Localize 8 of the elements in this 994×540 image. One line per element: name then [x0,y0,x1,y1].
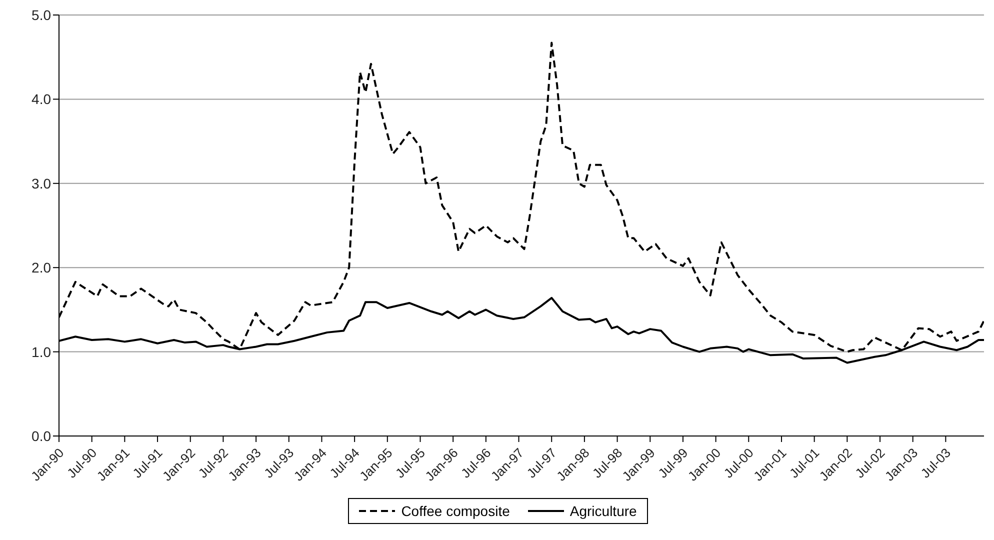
y-tick-label: 2.0 [32,260,52,276]
y-tick-label: 0.0 [32,428,52,444]
y-tick-label: 1.0 [32,344,52,360]
legend-label: Agriculture [570,503,637,519]
y-tick-label: 3.0 [32,175,52,192]
y-tick-label: 4.0 [32,91,52,108]
y-tick-label: 5.0 [32,6,52,23]
legend-label: Coffee composite [401,503,510,519]
